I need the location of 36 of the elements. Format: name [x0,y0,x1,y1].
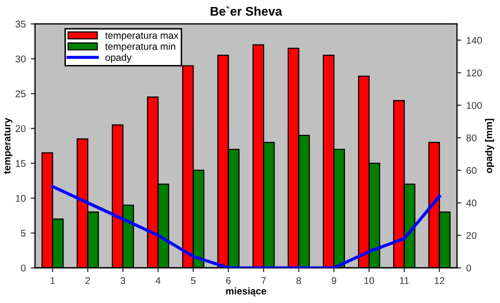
y2-tick-label: 0 [466,264,472,272]
x-tick-label: 3 [120,277,126,284]
legend-label: temperatura min [105,42,176,52]
legend-label: temperatura max [105,32,178,41]
x-tick-label: 2 [86,277,90,284]
y-axis-title: temperatury [4,118,12,174]
y-tick-label: 15 [16,160,26,167]
y2-tick-label: 80 [466,134,476,142]
y-tick-label: 30 [16,56,26,62]
x-tick-label: 12 [434,277,444,284]
x-tick-label: 9 [332,277,336,284]
x-tick-label: 10 [364,277,374,284]
y-tick-label: 10 [16,194,26,202]
y2-tick-label: 100 [466,102,482,109]
y-tick-label: 0 [20,264,26,272]
chart-title: Be`er Sheva [210,6,282,16]
y2-tick-label: 120 [466,69,482,76]
y2-tick-label: 40 [466,200,476,206]
line-series [51,185,441,268]
y2-tick-label: 140 [466,36,482,44]
y-tick-label: 25 [16,90,26,98]
legend-label: opady [105,54,132,63]
x-tick-label: 8 [296,277,302,284]
y2-tick-label: 60 [466,167,476,174]
x-tick-label: 11 [400,277,409,284]
y-tick-label: 5 [20,230,26,237]
y-tick-label: 20 [16,125,26,132]
x-tick-label: 6 [226,277,231,284]
x-tick-label: 1 [50,277,55,284]
x-tick-label: 4 [156,277,161,284]
x-tick-label: 7 [261,277,266,284]
y2-tick-label: 20 [466,232,476,239]
y2-axis-title: opady [mm] [485,118,494,174]
y-tick-label: 35 [16,20,26,28]
x-axis-title: miesiące [226,287,266,296]
x-tick-label: 5 [190,277,196,284]
